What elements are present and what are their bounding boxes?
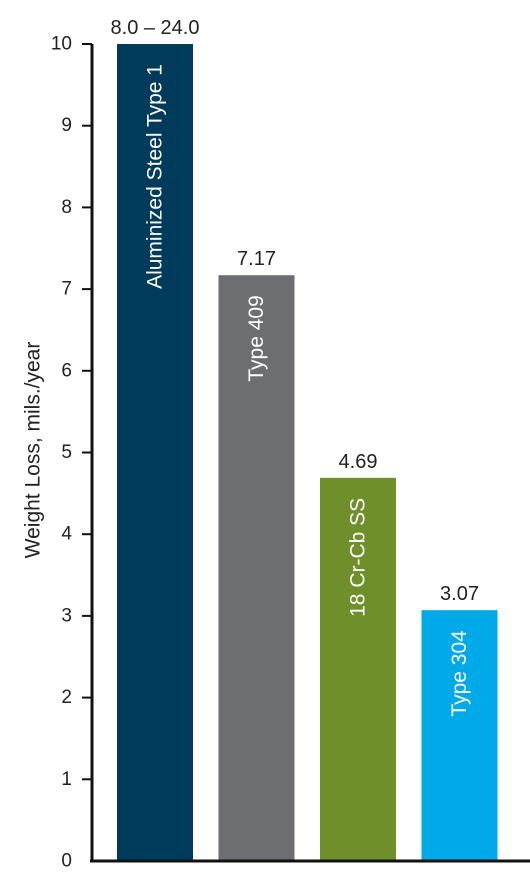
y-tick-label: 1 <box>61 769 72 790</box>
y-tick-label: 2 <box>61 687 72 708</box>
bar <box>320 477 396 861</box>
y-axis-ticks: 0 1 2 3 4 5 6 7 8 9 10 <box>51 34 92 872</box>
category-label: 18 Cr-Cb SS <box>347 498 370 617</box>
data-label: 7.17 <box>237 248 276 270</box>
bars: 8.0 – 24.0 Aluminized Steel Type 1 7.17 Typ… <box>111 17 498 861</box>
y-tick-label: 3 <box>61 605 72 626</box>
y-tick-label: 10 <box>51 34 72 55</box>
y-tick-label: 0 <box>61 851 72 872</box>
bar <box>117 44 193 861</box>
category-label: Type 409 <box>245 295 268 381</box>
y-tick-label: 6 <box>61 360 72 381</box>
bar <box>421 610 498 861</box>
y-tick-label: 7 <box>61 279 72 300</box>
y-tick-label: 8 <box>61 197 72 218</box>
data-label: 3.07 <box>440 583 479 605</box>
data-label: 8.0 – 24.0 <box>111 17 200 39</box>
data-label: 4.69 <box>339 451 378 473</box>
bar <box>218 275 295 861</box>
y-axis-label: Weight Loss, mils./year <box>22 342 45 559</box>
category-label: Aluminized Steel Type 1 <box>144 64 167 289</box>
category-label: Type 304 <box>448 630 471 717</box>
y-tick-label: 5 <box>61 442 72 463</box>
y-tick-label: 4 <box>61 524 72 545</box>
y-tick-label: 9 <box>61 115 72 136</box>
